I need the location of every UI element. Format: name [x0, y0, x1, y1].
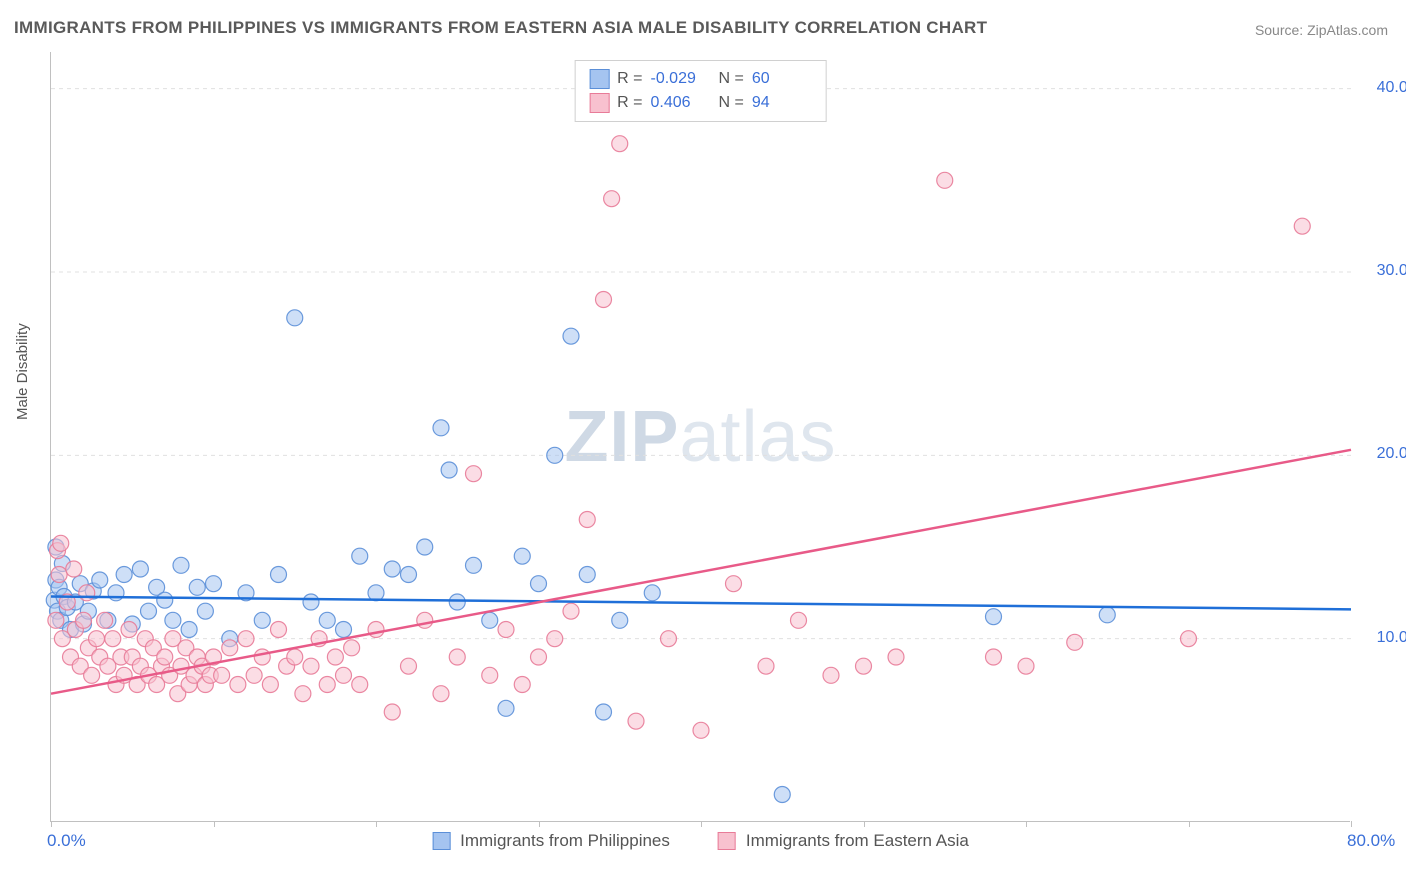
x-tick — [539, 821, 540, 827]
legend-swatch — [589, 69, 609, 89]
series-name: Immigrants from Eastern Asia — [746, 831, 969, 851]
x-tick — [1351, 821, 1352, 827]
legend-swatch — [589, 93, 609, 113]
x-tick — [376, 821, 377, 827]
series-legend: Immigrants from Philippines Immigrants fr… — [432, 831, 969, 851]
x-tick — [864, 821, 865, 827]
legend-r-label: R = — [617, 67, 642, 91]
legend-n-value: 94 — [752, 91, 812, 115]
source-label: Source: ZipAtlas.com — [1255, 22, 1388, 38]
stats-legend-row: R = -0.029 N = 60 — [589, 67, 812, 91]
y-tick-label: 30.0% — [1377, 262, 1406, 280]
legend-n-value: 60 — [752, 67, 812, 91]
series-name: Immigrants from Philippines — [460, 831, 670, 851]
y-tick-label: 10.0% — [1377, 629, 1406, 647]
y-tick-label: 20.0% — [1377, 445, 1406, 463]
stats-legend: R = -0.029 N = 60 R = 0.406 N = 94 — [574, 60, 827, 122]
series-legend-item: Immigrants from Eastern Asia — [718, 831, 969, 851]
legend-n-label: N = — [719, 91, 744, 115]
x-tick — [701, 821, 702, 827]
chart-svg — [51, 52, 1350, 821]
x-tick-label: 0.0% — [47, 831, 86, 851]
x-tick — [214, 821, 215, 827]
x-tick — [1189, 821, 1190, 827]
x-tick — [1026, 821, 1027, 827]
stats-legend-row: R = 0.406 N = 94 — [589, 91, 812, 115]
chart-title: IMMIGRANTS FROM PHILIPPINES VS IMMIGRANT… — [14, 18, 987, 38]
y-tick-label: 40.0% — [1377, 79, 1406, 97]
series-swatch — [718, 832, 736, 850]
legend-r-value: 0.406 — [651, 91, 711, 115]
x-tick-label: 80.0% — [1347, 831, 1395, 851]
legend-r-label: R = — [617, 91, 642, 115]
legend-r-value: -0.029 — [651, 67, 711, 91]
plot-area: ZIPatlas R =-0.029N =60R =0.406N =94 Imm… — [50, 52, 1350, 822]
legend-n-label: N = — [719, 67, 744, 91]
y-axis-label: Male Disability — [14, 323, 31, 420]
series-swatch — [432, 832, 450, 850]
x-tick — [51, 821, 52, 827]
series-legend-item: Immigrants from Philippines — [432, 831, 670, 851]
